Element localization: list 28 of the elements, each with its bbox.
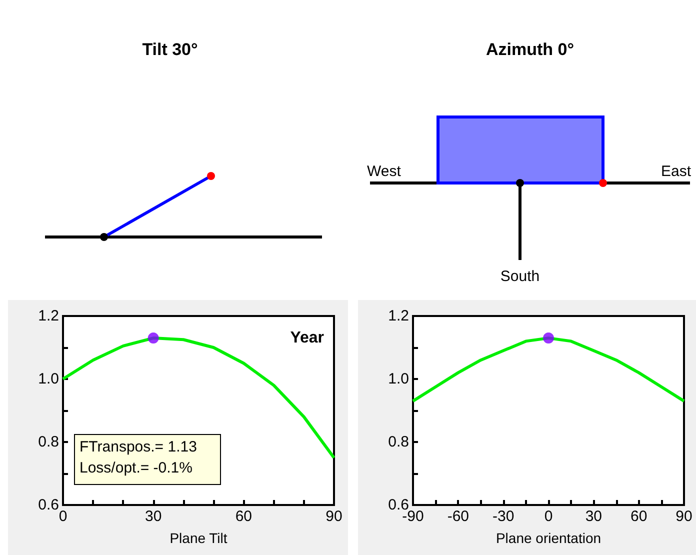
y-tick-label: 0.6 — [38, 496, 59, 514]
x-tick-label: 30 — [585, 508, 602, 525]
y-tick-label: 0.8 — [38, 434, 59, 450]
text: Azimuth 0° — [486, 40, 574, 59]
x-tick-label: -30 — [492, 508, 514, 525]
y-tick-label: 1.2 — [388, 308, 409, 324]
x-tick-label: 60 — [630, 508, 648, 525]
x-tick-label: 90 — [676, 508, 692, 525]
text: South — [500, 268, 540, 285]
y-tick-label: 1.0 — [388, 370, 409, 388]
x-axis-title: Plane Tilt — [170, 530, 228, 546]
text: West — [367, 163, 402, 180]
y-tick-label: 1.2 — [38, 308, 59, 324]
x-tick-label: 90 — [326, 508, 342, 525]
x-tick-label: -60 — [447, 508, 470, 525]
x-tick-label: 30 — [144, 508, 162, 525]
text: Tilt 30° — [142, 40, 198, 59]
y-tick-label: 1.0 — [38, 370, 59, 388]
x-axis-title: Plane orientation — [496, 530, 602, 546]
x-tick-label: 0 — [544, 508, 553, 525]
text: East — [660, 163, 692, 180]
annotation: FTranspos.= 1.13 — [80, 438, 197, 456]
x-tick-label: 0 — [58, 508, 68, 525]
y-tick-label: 0.8 — [388, 434, 409, 450]
x-tick-label: 60 — [235, 508, 252, 525]
annotation: Year — [290, 330, 324, 346]
annotation: Loss/opt.= -0.1% — [80, 460, 192, 476]
y-tick-label: 0.6 — [388, 496, 409, 514]
